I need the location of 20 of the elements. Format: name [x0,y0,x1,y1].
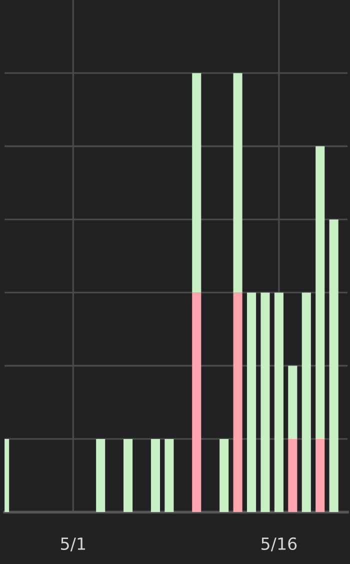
bar [192,292,202,512]
bar [150,438,160,512]
bar [164,438,174,512]
bar [302,292,311,512]
bar [192,73,202,293]
x-tick-label: 5/16 [262,537,297,552]
bar [329,219,338,512]
bar [316,146,325,439]
bar [288,366,298,439]
bar [124,438,133,512]
bar [288,438,298,512]
bar [96,438,106,512]
bar [220,438,229,512]
bar [233,73,242,293]
bar [316,438,325,512]
bar [233,292,242,512]
bar [246,292,256,512]
bar [274,292,284,512]
x-tick-label: 5/1 [61,538,86,552]
bar [260,292,270,512]
